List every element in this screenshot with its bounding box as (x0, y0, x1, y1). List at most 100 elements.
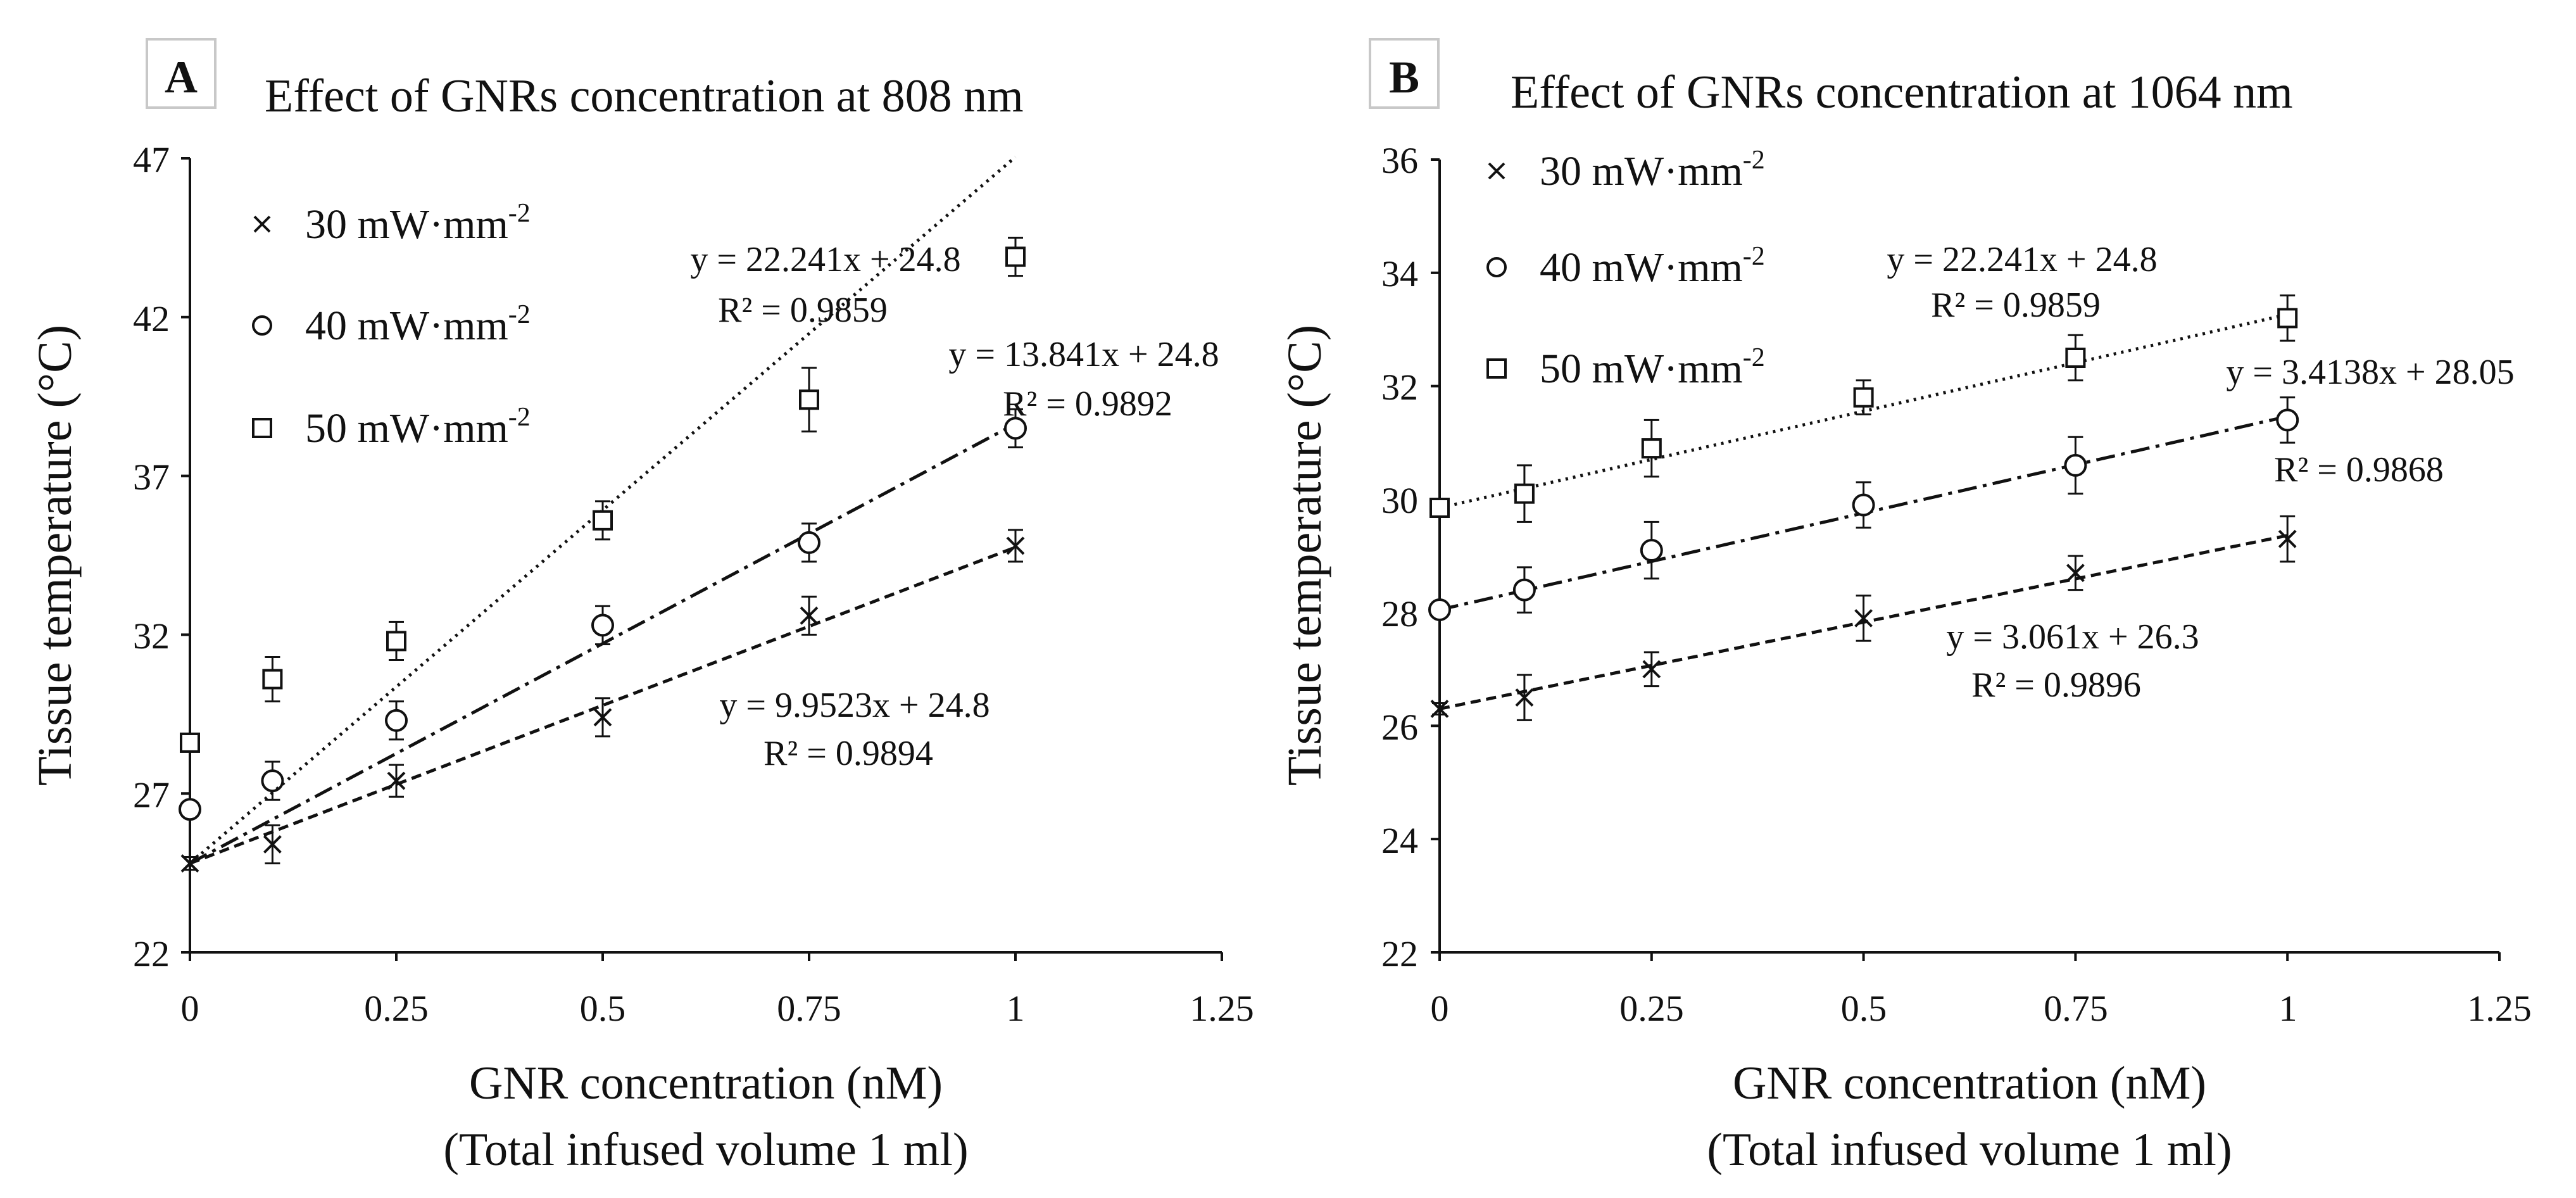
panel-a-trendline (189, 156, 1017, 865)
panel-a-data-point (179, 798, 201, 821)
panel-a-legend-label: 50 mW·mm-2 (305, 403, 531, 451)
panel-b-data-point (1512, 578, 1536, 602)
panel-b-y-tick-label: 28 (1381, 593, 1418, 634)
panel-b-y-tick-label: 34 (1381, 253, 1418, 294)
panel-b-y-axis-label: Tissue temperature (°C) (1278, 325, 1331, 786)
panel-b-y-tick-label: 22 (1381, 933, 1418, 974)
panel-b-data-point (2066, 564, 2085, 583)
panel-b-legend-label: 30 mW·mm-2 (1540, 146, 1765, 194)
panel-b-data-point (1428, 598, 1451, 621)
legend-marker-circle (252, 315, 272, 336)
legend-marker-square (1486, 358, 1507, 379)
legend-marker-x (253, 215, 271, 233)
panel-b-data-point (1853, 387, 1874, 408)
panel-a-label: A (165, 52, 198, 103)
panel-b-x-tick-label: 0 (1431, 988, 1449, 1029)
panel-b-fit-r2-30: R² = 0.9896 (1971, 665, 2141, 705)
panel-a-data-point (261, 769, 284, 793)
panel-b-plot (1428, 294, 2299, 721)
panel-b-label-box (1369, 38, 1440, 109)
panel-a-data-point (1006, 536, 1025, 555)
panel-b-data-point (1429, 497, 1450, 518)
panel-b-x-axis-label: GNR concentration (nM) (1733, 1057, 2206, 1109)
panel-a-data-point (386, 631, 406, 652)
panel-a-data-point (1004, 417, 1027, 440)
panel-b: B Effect of GNRs concentration at 1064 n… (1278, 38, 2532, 1176)
panel-b-legend: 30 mW·mm-2 40 mW·mm-2 50 mW·mm-2 (1486, 146, 1765, 392)
panel-a: A Effect of GNRs concentration at 808 nm… (28, 38, 1254, 1176)
panel-b-axes: 22 24 26 28 30 32 34 36 0 0.25 0.5 0.75 … (1381, 140, 2532, 1029)
panel-a-data-point (262, 669, 283, 690)
panel-a-fit-r2-30: R² = 0.9894 (763, 734, 933, 773)
panel-b-x-tick-label: 1.25 (2467, 988, 2532, 1029)
panel-a-title: Effect of GNRs concentration at 808 nm (265, 70, 1024, 122)
panel-b-data-point (2065, 348, 2086, 368)
panel-a-trendline (189, 546, 1016, 865)
panel-a-x-tick-label: 0 (181, 988, 199, 1029)
panel-a-data-point (263, 835, 282, 854)
panel-a-x-tick-label: 1 (1007, 988, 1025, 1029)
panel-b-data-point (1515, 688, 1534, 707)
panel-b-fit-r2-50: R² = 0.9859 (1931, 286, 2101, 325)
panel-a-axes: 22 27 32 37 42 47 0 0.25 0.5 0.75 1 1.25 (133, 139, 1254, 1029)
panel-b-label: B (1389, 52, 1419, 103)
panel-a-y-tick-label: 27 (133, 774, 170, 816)
panel-b-data-point (1854, 608, 1873, 627)
panel-a-fit-equation-30: y = 9.9523x + 24.8 (719, 686, 990, 725)
panel-a-data-point (799, 389, 819, 410)
panel-a-x-tick-label: 0.75 (777, 988, 841, 1029)
panel-b-x-tick-label: 0.25 (1619, 988, 1684, 1029)
panel-a-data-point (800, 606, 819, 625)
panel-a-data-point (593, 510, 613, 531)
panel-a-y-tick-label: 47 (133, 139, 170, 180)
panel-b-fit-equation-30: y = 3.061x + 26.3 (1946, 617, 2199, 657)
panel-a-y-axis-label: Tissue temperature (°C) (28, 325, 82, 786)
legend-marker-square (252, 418, 272, 438)
panel-b-y-tick-label: 26 (1381, 707, 1418, 748)
panel-b-data-point (1514, 483, 1535, 504)
panel-a-x-axis-label: GNR concentration (nM) (469, 1057, 943, 1109)
panel-b-fit-r2-40: R² = 0.9868 (2274, 450, 2444, 489)
panel-a-y-tick-label: 37 (133, 457, 170, 498)
panel-a-plot (179, 156, 1027, 873)
panel-a-y-tick-label: 22 (133, 933, 170, 974)
panel-a-data-point (385, 709, 408, 732)
panel-b-y-tick-label: 30 (1381, 480, 1418, 521)
panel-a-legend-label: 40 mW·mm-2 (305, 300, 531, 349)
panel-a-legend: 30 mW·mm-2 40 mW·mm-2 50 mW·mm-2 (252, 199, 531, 451)
panel-a-label-box (146, 38, 217, 109)
panel-b-data-point (1642, 660, 1661, 679)
panel-a-x-tick-label: 1.25 (1190, 988, 1254, 1029)
panel-b-data-point (2064, 453, 2087, 477)
panel-b-data-point (1430, 700, 1449, 718)
panel-b-data-point (2277, 308, 2298, 329)
panel-a-x-tick-label: 0.25 (364, 988, 429, 1029)
panel-b-y-tick-label: 32 (1381, 367, 1418, 408)
panel-a-data-point (180, 732, 200, 753)
panel-b-x-axis-label-sub: (Total infused volume 1 ml) (1707, 1124, 2232, 1176)
panel-a-data-point (591, 614, 614, 637)
panel-a-data-point (798, 531, 820, 554)
panel-a-data-point (387, 771, 406, 790)
panel-b-fit-equation-50: y = 22.241x + 24.8 (1887, 240, 2157, 279)
panel-a-legend-label: 30 mW·mm-2 (305, 199, 531, 248)
panel-a-x-tick-label: 0.5 (580, 988, 626, 1029)
panel-a-data-point (593, 708, 612, 727)
panel-b-x-tick-label: 1 (2279, 988, 2297, 1029)
panel-b-data-point (1852, 493, 1875, 517)
panel-b-legend-label: 50 mW·mm-2 (1540, 343, 1765, 392)
panel-a-fit-r2-50: R² = 0.9859 (718, 291, 888, 330)
legend-marker-x (1488, 162, 1505, 180)
panel-a-fit-equation-50: y = 22.241x + 24.8 (690, 240, 960, 279)
panel-a-fit-equation-40: y = 13.841x + 24.8 (948, 335, 1219, 374)
panel-b-y-tick-label: 36 (1381, 140, 1418, 181)
panel-b-data-point (1640, 539, 1663, 562)
panel-b-data-point (2276, 408, 2299, 432)
panel-a-y-tick-label: 42 (133, 298, 170, 339)
panel-b-x-tick-label: 0.5 (1841, 988, 1887, 1029)
panel-b-y-tick-label: 24 (1381, 820, 1418, 861)
legend-marker-circle (1486, 257, 1507, 277)
panel-a-data-point (1005, 246, 1026, 267)
panel-b-data-point (1641, 438, 1662, 459)
